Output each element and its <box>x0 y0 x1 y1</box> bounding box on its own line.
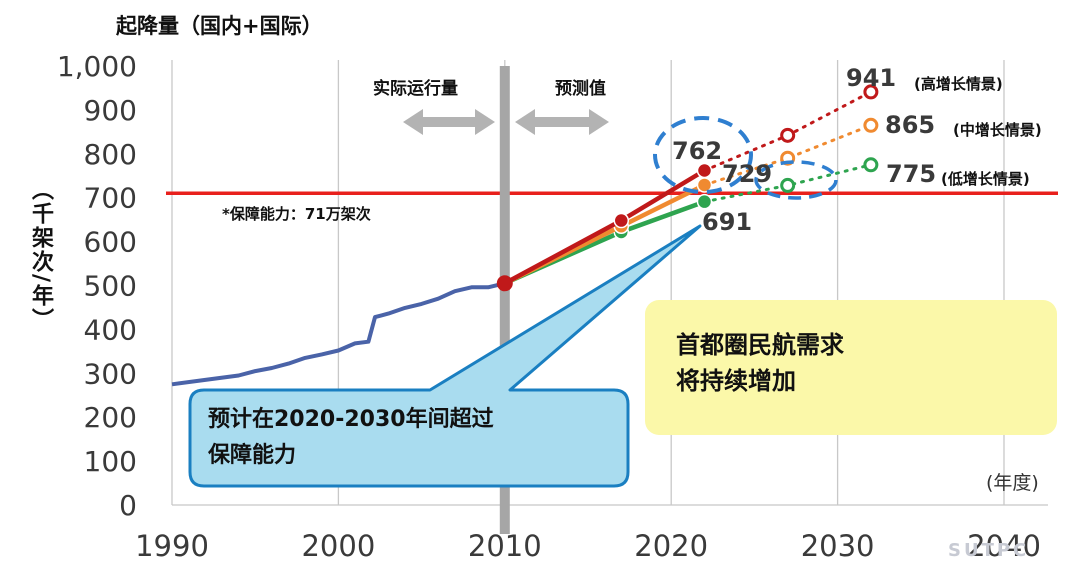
chart-title: 起降量（国内+国际） <box>116 14 323 38</box>
arrow-head-left <box>515 109 535 135</box>
arrow-head-right <box>589 109 609 135</box>
actual-arrow <box>403 109 495 135</box>
blue-callout-text: 预计在2020-2030年间超过 保障能力 <box>208 402 494 474</box>
arrow-shaft <box>531 117 593 127</box>
y-tick-label: 800 <box>84 138 137 171</box>
y-tick-label: 700 <box>84 182 137 215</box>
x-tick-label: 2020 <box>634 529 708 563</box>
historical-series-line <box>171 281 506 387</box>
scenario-label-mid: (中增长情景) <box>953 121 1042 139</box>
y-tick-label: 1,000 <box>57 50 137 83</box>
actual-forecast-divider <box>499 66 510 534</box>
actual-region-label: 实际运行量 <box>373 79 458 99</box>
capacity-note: *保障能力：71万架次 <box>222 205 371 223</box>
x-tick-label: 2010 <box>468 529 542 563</box>
blue-callout-line1: 预计在2020-2030年间超过 <box>208 407 494 432</box>
x-tick-label: 1990 <box>135 529 209 563</box>
mid-hollow-point <box>863 117 879 133</box>
mid-forecast-dotted-line <box>703 123 873 187</box>
forecast-region-label: 预测值 <box>555 79 606 99</box>
high-hollow-point <box>780 127 796 143</box>
yellow-callout-box <box>645 300 1057 435</box>
value-label-762: 762 <box>672 137 723 165</box>
low-hollow-point <box>780 177 796 193</box>
blue-callout-line2: 保障能力 <box>208 443 297 468</box>
x-axis-unit: (年度) <box>986 472 1039 494</box>
y-tick-label: 900 <box>84 94 137 127</box>
scenario-label-high: (高增长情景) <box>914 75 1003 93</box>
x-tick-label: 2000 <box>301 529 375 563</box>
value-label-775: 775 <box>886 160 937 188</box>
value-label-691: 691 <box>702 208 753 236</box>
high-hollow-point <box>863 84 879 100</box>
watermark-logo: SUTPC <box>948 540 1030 561</box>
yellow-callout-line2: 将持续增加 <box>676 367 796 395</box>
arrow-shaft <box>419 117 479 127</box>
y-tick-label: 300 <box>84 357 137 390</box>
origin-point <box>496 275 513 292</box>
x-tick-label: 2040 <box>967 529 1041 563</box>
blue-callout-bubble <box>188 224 702 488</box>
arrow-head-right <box>475 109 495 135</box>
y-tick-label: 400 <box>84 313 137 346</box>
highlight-ellipse-left <box>653 116 753 194</box>
ellipse-layer <box>653 116 838 200</box>
scenario-label-low: (低增长情景) <box>941 170 1030 188</box>
series-layer <box>171 84 879 387</box>
y-tick-label: 600 <box>84 226 137 259</box>
value-label-941: 941 <box>846 64 897 92</box>
arrow-head-left <box>403 109 423 135</box>
ticks-layer: 1990 2000 2010 2020 2030 2040 0 100 200 300 400 500… <box>57 50 1041 563</box>
value-label-729: 729 <box>722 160 773 188</box>
divider-layer <box>403 66 609 534</box>
yellow-callout-text: 首都圈民航需求 将持续增加 <box>676 327 844 399</box>
low-forecast-dotted-line <box>703 163 873 204</box>
high-forecast-solid-line <box>503 168 706 286</box>
y-tick-label: 0 <box>119 489 137 522</box>
value-label-865: 865 <box>885 111 936 139</box>
y-tick-label: 500 <box>84 270 137 303</box>
highlight-ellipse-right <box>754 160 838 200</box>
y-tick-label: 100 <box>84 445 137 478</box>
high-data-point <box>613 212 630 229</box>
callout-layer <box>188 224 702 488</box>
y-tick-label: 200 <box>84 401 137 434</box>
yellow-callout-line1: 首都圈民航需求 <box>676 331 844 359</box>
x-tick-label: 2030 <box>801 529 875 563</box>
y-axis-label: （千架次/年） <box>28 178 53 333</box>
forecast-arrow <box>515 109 609 135</box>
low-hollow-point <box>863 157 879 173</box>
